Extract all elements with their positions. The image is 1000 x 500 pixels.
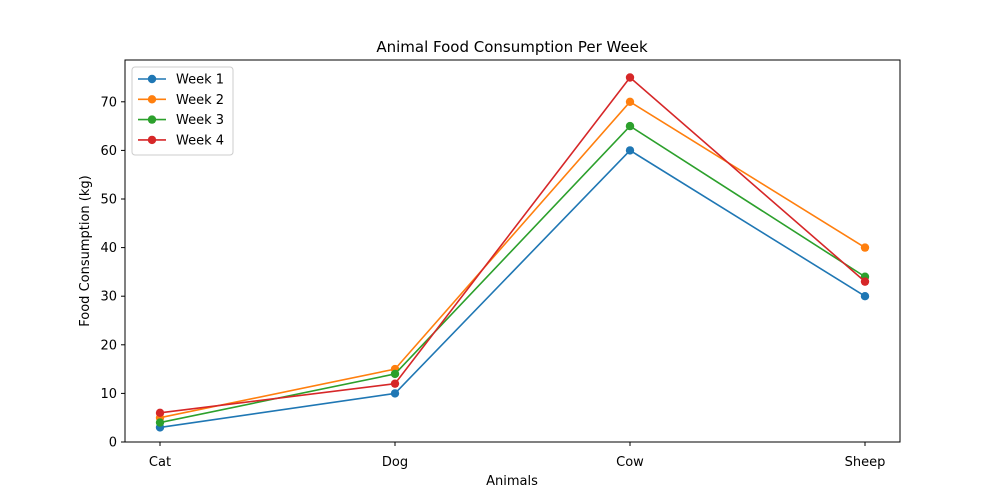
series-line-week-1 bbox=[159, 149, 866, 429]
y-tick-label: 30 bbox=[100, 290, 117, 305]
series-week-4 bbox=[155, 73, 870, 418]
y-axis: 0 10 20 30 40 50 60 70 bbox=[100, 95, 125, 451]
data-point bbox=[155, 408, 165, 418]
data-point bbox=[390, 369, 400, 379]
data-point bbox=[860, 291, 870, 301]
legend-item: Week 4 bbox=[138, 133, 224, 148]
data-point bbox=[625, 97, 635, 106]
data-point bbox=[155, 418, 165, 427]
data-point bbox=[390, 389, 400, 398]
legend: Week 1 Week 2 Week 3 Week 4 bbox=[131, 66, 234, 156]
legend-item: Week 1 bbox=[138, 73, 224, 88]
y-tick-label: 70 bbox=[100, 95, 117, 110]
legend-swatch-marker bbox=[147, 74, 157, 84]
legend-item: Week 3 bbox=[138, 113, 224, 128]
x-tick-label: Sheep bbox=[845, 455, 886, 470]
y-tick-label: 40 bbox=[100, 241, 117, 256]
legend-swatch-marker bbox=[147, 115, 157, 124]
data-point bbox=[625, 146, 635, 155]
series-line-week-2 bbox=[159, 100, 866, 419]
x-axis-label: Animals bbox=[486, 474, 538, 489]
data-point bbox=[860, 277, 870, 286]
legend-swatch-marker bbox=[147, 95, 157, 104]
series-line-week-4 bbox=[159, 76, 866, 414]
y-tick-label: 50 bbox=[100, 192, 117, 207]
legend-label: Week 4 bbox=[176, 133, 224, 148]
y-tick-label: 0 bbox=[109, 436, 117, 451]
y-tick-label: 20 bbox=[100, 338, 117, 353]
x-tick-label: Cat bbox=[149, 455, 171, 470]
legend-label: Week 3 bbox=[176, 113, 224, 128]
legend-label: Week 2 bbox=[176, 93, 224, 108]
legend-swatch-marker bbox=[147, 135, 157, 145]
legend-label: Week 1 bbox=[176, 73, 224, 88]
y-tick-label: 60 bbox=[100, 144, 117, 159]
x-axis: Cat Dog Cow Sheep bbox=[149, 442, 885, 470]
y-axis-label: Food Consumption (kg) bbox=[78, 175, 93, 326]
legend-box bbox=[131, 66, 234, 156]
x-tick-label: Dog bbox=[382, 455, 408, 470]
series-lines bbox=[155, 73, 870, 432]
data-point bbox=[860, 243, 870, 252]
legend-item: Week 2 bbox=[138, 93, 224, 108]
data-point bbox=[625, 73, 635, 82]
x-tick-label: Cow bbox=[616, 455, 644, 470]
data-point bbox=[625, 121, 635, 131]
data-point bbox=[390, 379, 400, 388]
chart-title: Animal Food Consumption Per Week bbox=[376, 38, 648, 56]
y-tick-label: 10 bbox=[100, 387, 117, 402]
series-week-1 bbox=[155, 146, 870, 432]
